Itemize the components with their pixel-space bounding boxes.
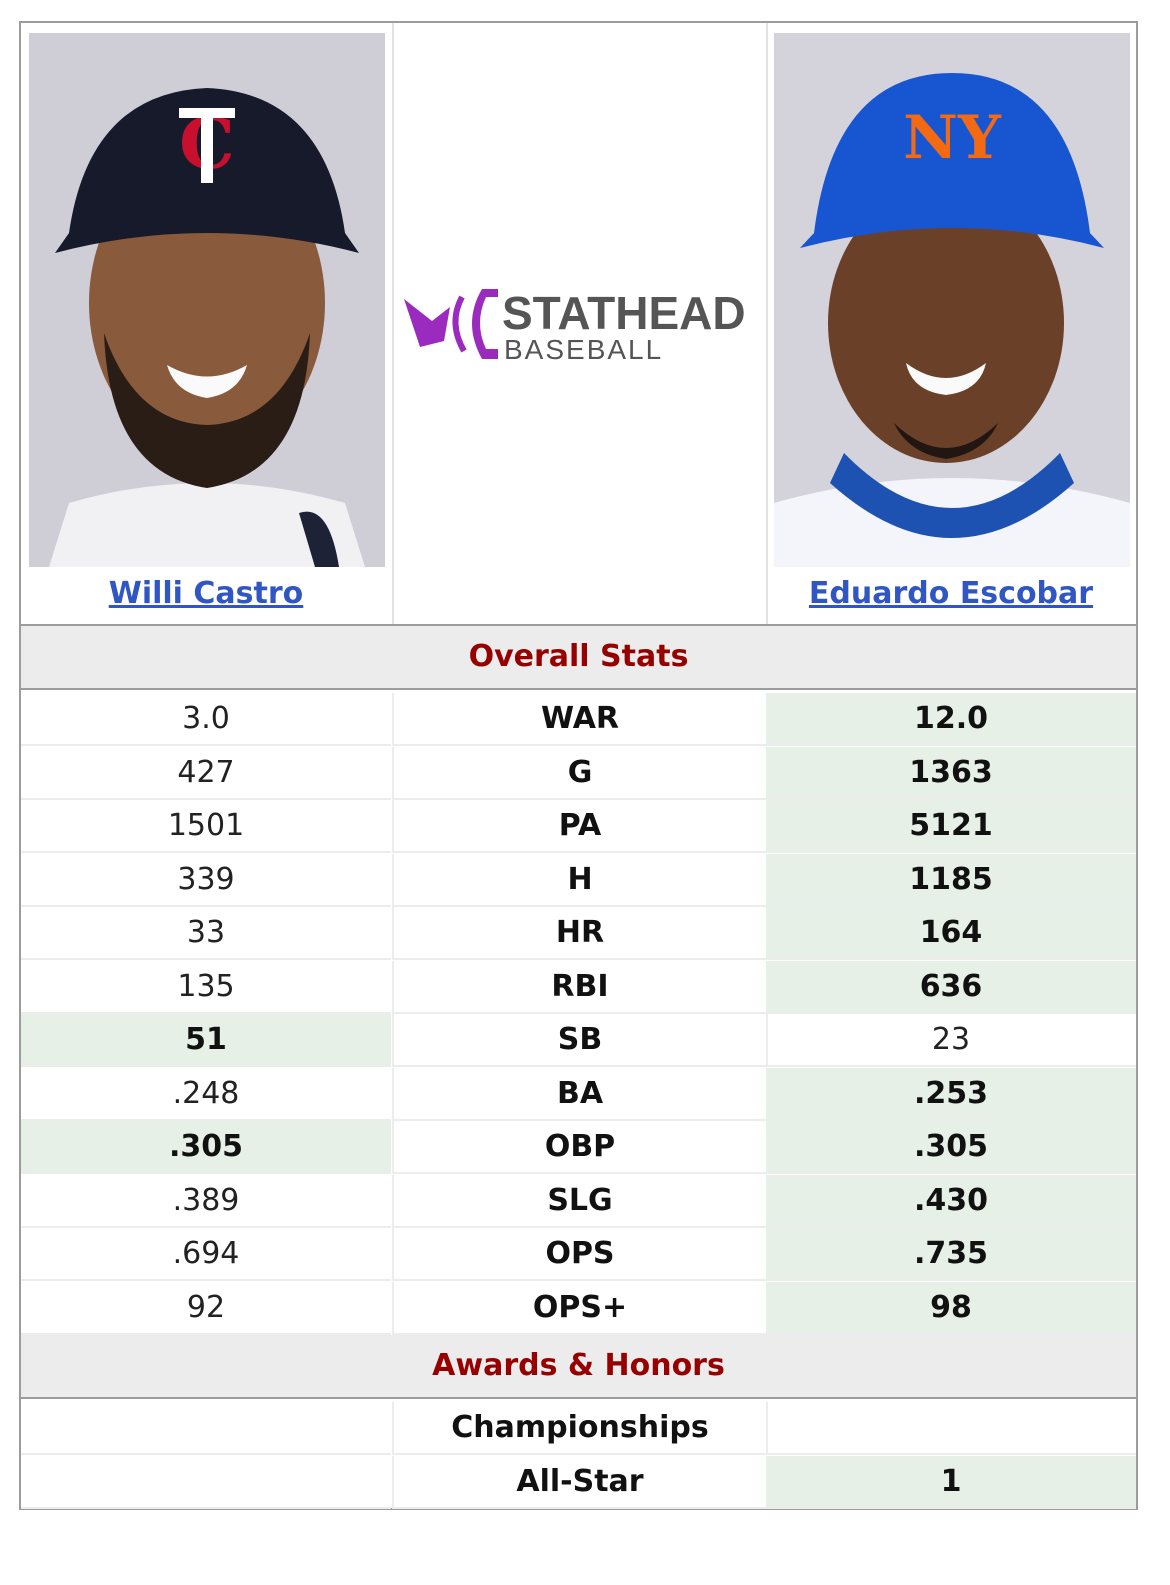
logo-column: STATHEAD BASEBALL bbox=[392, 23, 768, 624]
right-value: 636 bbox=[766, 960, 1136, 1014]
left-value: .305 bbox=[21, 1121, 391, 1174]
left-value: .694 bbox=[21, 1228, 391, 1281]
stat-label: Championships bbox=[392, 1402, 768, 1455]
stat-row: 33 HR 164 bbox=[21, 907, 1136, 960]
right-value: .305 bbox=[766, 1121, 1136, 1174]
left-player-name[interactable]: Willi Castro bbox=[108, 576, 304, 611]
left-value: 33 bbox=[21, 907, 391, 960]
overall-stats-header: Overall Stats bbox=[21, 626, 1136, 690]
stat-label: All-Star bbox=[392, 1455, 768, 1509]
left-value: 339 bbox=[21, 854, 391, 907]
logo-text-line2: BASEBALL bbox=[504, 334, 663, 365]
left-value: 135 bbox=[21, 961, 391, 1014]
stat-row: .248 BA .253 bbox=[21, 1067, 1136, 1121]
left-value: .389 bbox=[21, 1175, 391, 1228]
right-player-name[interactable]: Eduardo Escobar bbox=[808, 576, 1094, 611]
stat-row: 51 SB 23 bbox=[21, 1014, 1136, 1067]
right-player-column: NY Eduardo Escobar bbox=[766, 23, 1136, 624]
award-row: All-Star 1 bbox=[21, 1455, 1136, 1509]
left-player-photo[interactable]: C bbox=[29, 33, 385, 567]
award-row: Championships bbox=[21, 1402, 1136, 1455]
left-value bbox=[21, 1456, 391, 1509]
logo-text-line1: STATHEAD bbox=[502, 287, 746, 339]
right-value: .430 bbox=[766, 1174, 1136, 1228]
stat-label: OPS+ bbox=[392, 1281, 768, 1335]
player-header: C Willi Castro STATHEAD BASEBALL bbox=[21, 23, 1136, 626]
awards-header: Awards & Honors bbox=[21, 1335, 1136, 1399]
left-value bbox=[21, 1402, 391, 1455]
right-value: 1363 bbox=[766, 746, 1136, 800]
comparison-card: C Willi Castro STATHEAD BASEBALL bbox=[19, 21, 1138, 1510]
left-value: 1501 bbox=[21, 800, 391, 853]
left-value: 3.0 bbox=[21, 693, 391, 746]
stat-row: 339 H 1185 bbox=[21, 853, 1136, 907]
right-value: .735 bbox=[766, 1228, 1136, 1281]
right-player-photo[interactable]: NY bbox=[774, 33, 1130, 567]
stat-row: 1501 PA 5121 bbox=[21, 800, 1136, 853]
stat-label: OBP bbox=[392, 1121, 768, 1174]
stat-row: 427 G 1363 bbox=[21, 746, 1136, 800]
stat-label: G bbox=[392, 746, 768, 800]
stat-label: PA bbox=[392, 800, 768, 853]
left-value: 51 bbox=[21, 1014, 391, 1067]
right-value: 23 bbox=[766, 1014, 1136, 1067]
stat-label: HR bbox=[392, 907, 768, 960]
left-value: 427 bbox=[21, 747, 391, 800]
left-player-column: C Willi Castro bbox=[21, 23, 391, 624]
right-value: 164 bbox=[766, 907, 1136, 960]
right-value: 98 bbox=[766, 1281, 1136, 1335]
stathead-logo[interactable]: STATHEAD BASEBALL bbox=[402, 285, 762, 365]
right-value bbox=[766, 1402, 1136, 1455]
left-value: .248 bbox=[21, 1068, 391, 1121]
stat-row: .305 OBP .305 bbox=[21, 1121, 1136, 1174]
stat-label: SB bbox=[392, 1014, 768, 1067]
right-value: 1185 bbox=[766, 853, 1136, 907]
svg-text:NY: NY bbox=[903, 103, 1002, 173]
stat-row: 92 OPS+ 98 bbox=[21, 1281, 1136, 1335]
stat-label: SLG bbox=[392, 1174, 768, 1228]
stat-row: 3.0 WAR 12.0 bbox=[21, 693, 1136, 746]
stat-row: 135 RBI 636 bbox=[21, 960, 1136, 1014]
stat-label: RBI bbox=[392, 960, 768, 1014]
stat-label: H bbox=[392, 853, 768, 907]
right-value: 5121 bbox=[766, 800, 1136, 853]
stat-label: OPS bbox=[392, 1228, 768, 1281]
right-value: .253 bbox=[766, 1067, 1136, 1121]
stat-label: BA bbox=[392, 1067, 768, 1121]
right-value: 12.0 bbox=[766, 693, 1136, 746]
stat-label: WAR bbox=[392, 693, 768, 746]
right-value: 1 bbox=[766, 1455, 1136, 1509]
left-value: 92 bbox=[21, 1282, 391, 1335]
stat-row: .694 OPS .735 bbox=[21, 1228, 1136, 1281]
stat-row: .389 SLG .430 bbox=[21, 1174, 1136, 1228]
